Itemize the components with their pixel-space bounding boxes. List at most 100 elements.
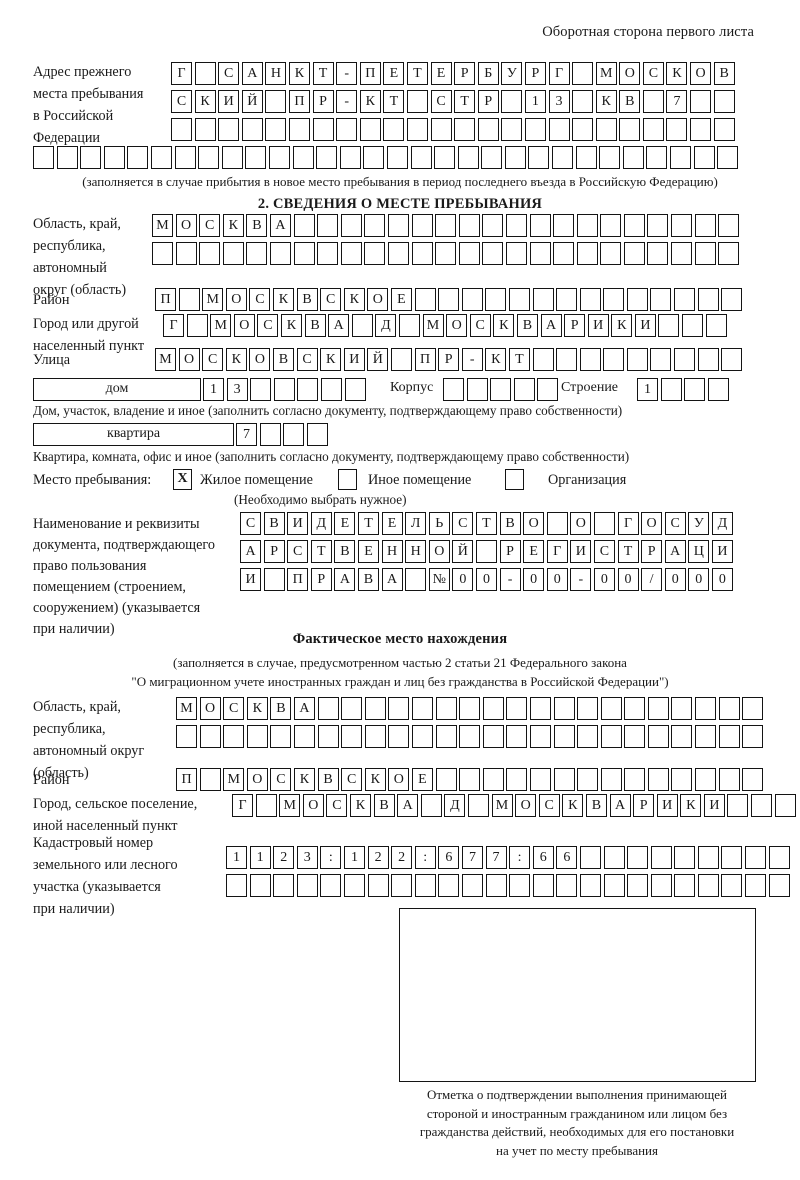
prev-address-row-2-cell-21[interactable] xyxy=(642,90,664,113)
document-row-3-cell-10[interactable]: 0 xyxy=(452,568,474,591)
prev-address-row-4-cell-12[interactable] xyxy=(292,146,314,169)
prev-address-row-1-cell-4[interactable]: А xyxy=(241,62,263,85)
section2-city-row-cell-20[interactable]: К xyxy=(611,314,633,337)
actual-district-row-cell-20[interactable] xyxy=(624,768,646,791)
section2-region-row-2-cell-19[interactable] xyxy=(576,242,598,265)
section2-region-row-1-cell-9[interactable] xyxy=(340,214,362,237)
section2-region-row-2-cell-8[interactable] xyxy=(317,242,339,265)
actual-city-row-cell-14[interactable]: С xyxy=(538,794,560,817)
actual-region-row-1-cell-1[interactable]: М xyxy=(176,697,197,720)
section2-region-row-1-cell-3[interactable]: С xyxy=(199,214,221,237)
section2-district-row-cell-22[interactable] xyxy=(650,288,672,311)
prev-address-row-2-cell-24[interactable] xyxy=(713,90,735,113)
actual-region-row-1-cell-18[interactable] xyxy=(577,697,599,720)
actual-region-row-1-cell-5[interactable]: В xyxy=(270,697,292,720)
section2-street-row-cell-21[interactable] xyxy=(626,348,648,371)
prev-address-row-2-cell-15[interactable] xyxy=(501,90,523,113)
section2-region-row-1-cell-12[interactable] xyxy=(411,214,433,237)
actual-region-row-2-cell-4[interactable] xyxy=(246,725,268,748)
house-number-cells-cell-2[interactable]: 3 xyxy=(226,378,248,401)
section2-district-row-cell-14[interactable] xyxy=(461,288,483,311)
prev-address-row-2-cell-19[interactable]: К xyxy=(595,90,617,113)
prev-address-row-2-cell-16[interactable]: 1 xyxy=(524,90,546,113)
section2-region-row-2-cell-5[interactable] xyxy=(246,242,268,265)
document-row-3-cell-7[interactable]: А xyxy=(381,568,403,591)
document-row-2-cell-1[interactable]: А xyxy=(240,540,261,563)
section2-region-row-2-cell-9[interactable] xyxy=(340,242,362,265)
document-row-1-cell-18[interactable]: О xyxy=(641,512,663,535)
actual-city-row-cell-17[interactable]: А xyxy=(609,794,631,817)
prev-address-row-2-cell-2[interactable]: К xyxy=(194,90,216,113)
section2-region-row-1-cell-25[interactable] xyxy=(718,214,740,237)
prev-address-row-3-cell-5[interactable] xyxy=(265,118,287,141)
actual-district-row-cell-14[interactable] xyxy=(482,768,504,791)
prev-address-row-4-cell-1[interactable] xyxy=(33,146,54,169)
actual-region-row-1-cell-19[interactable] xyxy=(600,697,622,720)
prev-address-row-4-cell-24[interactable] xyxy=(575,146,597,169)
prev-address-row-3-cell-10[interactable] xyxy=(383,118,405,141)
section2-street-row-cell-22[interactable] xyxy=(650,348,672,371)
prev-address-row-2-cell-22[interactable]: 7 xyxy=(666,90,688,113)
actual-region-row-1-cell-20[interactable] xyxy=(624,697,646,720)
section2-district-row-cell-16[interactable] xyxy=(508,288,530,311)
prev-address-row-1-cell-5[interactable]: Н xyxy=(265,62,287,85)
section2-region-row-2-cell-21[interactable] xyxy=(623,242,645,265)
section2-region-row-1-cell-14[interactable] xyxy=(458,214,480,237)
section2-city-row-cell-23[interactable] xyxy=(682,314,704,337)
document-row-2-cell-12[interactable]: Р xyxy=(499,540,521,563)
section2-district-row-cell-3[interactable]: М xyxy=(202,288,224,311)
actual-region-row-1-cell-3[interactable]: С xyxy=(223,697,245,720)
actual-district-row-cell-2[interactable] xyxy=(199,768,221,791)
section2-district-row-cell-18[interactable] xyxy=(556,288,578,311)
section2-region-row-2-cell-23[interactable] xyxy=(671,242,693,265)
stroenie-cells-cell-3[interactable] xyxy=(684,378,706,401)
cadastral-row-1-cell-2[interactable]: 1 xyxy=(249,846,271,869)
actual-city-row-cell-12[interactable]: М xyxy=(491,794,513,817)
document-row-2-cell-16[interactable]: С xyxy=(593,540,615,563)
korpus-cells-cell-4[interactable] xyxy=(513,378,535,401)
section2-city-row-cell-22[interactable] xyxy=(658,314,680,337)
prev-address-row-3-cell-19[interactable] xyxy=(595,118,617,141)
cadastral-row-1-cell-21[interactable] xyxy=(697,846,719,869)
actual-region-row-2-cell-15[interactable] xyxy=(506,725,528,748)
section2-region-row-1-cell-7[interactable] xyxy=(293,214,315,237)
house-number-cells-cell-6[interactable] xyxy=(320,378,342,401)
actual-district-row-cell-5[interactable]: С xyxy=(270,768,292,791)
cadastral-row-1-cell-7[interactable]: 2 xyxy=(367,846,389,869)
actual-region-row-2-cell-13[interactable] xyxy=(459,725,481,748)
prev-address-row-1-cell-9[interactable]: П xyxy=(359,62,381,85)
prev-address-row-4-cell-14[interactable] xyxy=(339,146,361,169)
section2-region-row-2-cell-17[interactable] xyxy=(529,242,551,265)
document-row-1-cell-10[interactable]: С xyxy=(452,512,474,535)
document-row-1-cell-16[interactable] xyxy=(593,512,615,535)
section2-district-row-cell-6[interactable]: К xyxy=(272,288,294,311)
document-row-3-cell-20[interactable]: 0 xyxy=(688,568,710,591)
prev-address-row-3-cell-6[interactable] xyxy=(288,118,310,141)
prev-address-row-3-cell-22[interactable] xyxy=(666,118,688,141)
prev-address-row-3-cell-14[interactable] xyxy=(477,118,499,141)
cadastral-row-2-cell-2[interactable] xyxy=(249,874,271,897)
actual-city-row-cell-18[interactable]: Р xyxy=(633,794,655,817)
prev-address-row-3-cell-12[interactable] xyxy=(430,118,452,141)
actual-region-row-2-cell-7[interactable] xyxy=(317,725,339,748)
section2-street-row-cell-9[interactable]: И xyxy=(343,348,365,371)
prev-address-row-1-cell-14[interactable]: Б xyxy=(477,62,499,85)
section2-city-row-cell-21[interactable]: И xyxy=(634,314,656,337)
prev-address-row-3-cell-7[interactable] xyxy=(312,118,334,141)
prev-address-row-2-cell-7[interactable]: Р xyxy=(312,90,334,113)
prev-address-row-1-cell-12[interactable]: Е xyxy=(430,62,452,85)
prev-address-row-4-cell-21[interactable] xyxy=(504,146,526,169)
document-row-3-cell-12[interactable]: - xyxy=(499,568,521,591)
section2-district-row-cell-24[interactable] xyxy=(697,288,719,311)
section2-region-row-2-cell-18[interactable] xyxy=(553,242,575,265)
actual-city-row-cell-24[interactable] xyxy=(774,794,796,817)
section2-street-row-cell-8[interactable]: К xyxy=(320,348,342,371)
stroenie-cells-cell-2[interactable] xyxy=(660,378,682,401)
document-row-1-cell-7[interactable]: Е xyxy=(381,512,403,535)
confirmation-stamp-box[interactable] xyxy=(399,908,756,1082)
stay-type-checkbox-residential[interactable]: X xyxy=(173,469,192,490)
prev-address-row-4-cell-20[interactable] xyxy=(481,146,503,169)
section2-street-row-cell-16[interactable]: Т xyxy=(508,348,530,371)
